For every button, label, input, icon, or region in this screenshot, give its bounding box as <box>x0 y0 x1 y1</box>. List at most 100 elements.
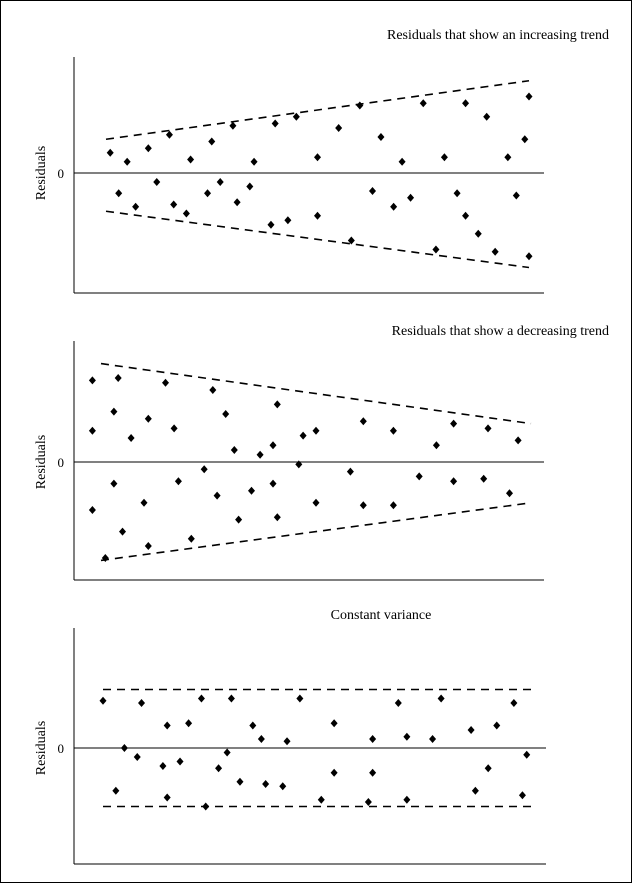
residual-point <box>273 513 281 522</box>
residual-point <box>88 426 96 435</box>
residual-point <box>185 719 193 728</box>
scatter-plot-svg: Residuals that show a decreasing trend 0R… <box>34 324 609 581</box>
residual-point <box>246 182 254 191</box>
residual-point <box>491 247 499 256</box>
residual-point <box>295 460 303 469</box>
residual-point <box>377 133 385 141</box>
residual-point <box>523 750 531 759</box>
residual-point <box>419 99 427 108</box>
residual-point <box>229 121 237 130</box>
residual-point <box>250 157 258 166</box>
residual-point <box>415 472 423 481</box>
residual-point <box>222 410 230 418</box>
residual-point <box>453 189 461 198</box>
residual-point <box>248 486 255 495</box>
residual-point <box>114 374 122 382</box>
residual-point <box>153 178 161 186</box>
residual-point <box>273 400 281 409</box>
residual-point <box>346 467 354 476</box>
residual-point <box>450 419 458 428</box>
residual-point <box>106 148 114 157</box>
residual-point <box>112 786 120 795</box>
upper-envelope-dashed-line <box>100 362 532 425</box>
residual-point <box>262 780 270 788</box>
residual-point <box>170 424 178 433</box>
residual-point <box>369 735 377 743</box>
residual-point <box>256 450 264 459</box>
chart-panel-increasing: Residuals that show an increasing trend 0… <box>1 1 631 296</box>
residual-point <box>514 436 522 445</box>
residual-point <box>267 220 275 229</box>
residual-point <box>484 424 492 433</box>
residual-point <box>213 491 221 500</box>
residual-point <box>330 719 338 728</box>
residual-point <box>187 155 195 164</box>
residual-point <box>317 795 325 804</box>
residual-point <box>296 694 304 703</box>
residual-point <box>359 417 367 426</box>
chart-title: Residuals that show an increasing trend <box>387 28 609 43</box>
residual-point <box>159 762 167 770</box>
zero-tick-label: 0 <box>58 455 65 470</box>
residual-point <box>170 200 178 209</box>
residual-point <box>227 694 235 703</box>
residual-point <box>144 542 152 550</box>
residual-point <box>279 782 287 791</box>
residual-point <box>176 757 184 766</box>
residual-point <box>314 153 321 162</box>
residual-point <box>330 768 338 777</box>
zero-tick-label: 0 <box>58 166 65 181</box>
residual-point <box>101 554 109 562</box>
residual-point <box>235 515 243 524</box>
residual-point <box>209 386 217 394</box>
residual-point <box>525 92 533 101</box>
residual-point <box>506 489 513 498</box>
y-axis-label: Residuals <box>34 435 49 489</box>
residual-point <box>140 498 148 507</box>
residual-point <box>429 735 437 743</box>
scatter-plot-svg: Constant variance 0 Residuals <box>34 608 546 865</box>
residual-point <box>525 252 533 261</box>
residual-point <box>99 696 107 705</box>
residual-point <box>197 694 205 703</box>
chart-title: Residuals that show a decreasing trend <box>392 324 609 339</box>
residual-point <box>299 431 307 440</box>
chart-panel-constant: Constant variance 0 Residuals <box>1 584 631 882</box>
residual-point <box>462 99 470 108</box>
residual-point <box>521 135 529 144</box>
residual-point <box>480 474 488 483</box>
residual-point <box>483 112 491 121</box>
residual-point <box>182 209 190 218</box>
residual-point <box>88 376 96 385</box>
residual-point <box>208 137 216 146</box>
upper-envelope-dashed-line <box>105 79 530 141</box>
residual-point <box>292 112 300 121</box>
residual-point <box>200 465 208 474</box>
residual-point <box>269 441 277 450</box>
residual-point <box>504 153 512 162</box>
residual-point <box>394 699 402 707</box>
residual-point <box>437 694 445 703</box>
residual-point <box>368 187 376 195</box>
residual-point <box>369 768 377 777</box>
residual-point <box>204 189 212 198</box>
residual-point <box>389 501 397 510</box>
residual-point <box>257 735 265 743</box>
residual-point <box>314 211 321 220</box>
residual-point <box>335 124 343 132</box>
residual-point <box>403 732 411 741</box>
chart-panel-decreasing: Residuals that show a decreasing trend 0 R… <box>1 293 631 588</box>
residual-point <box>390 202 398 211</box>
y-axis-label: Residuals <box>34 721 49 775</box>
residual-point <box>407 193 415 202</box>
residual-point <box>144 414 152 423</box>
residual-point <box>144 144 152 153</box>
residual-point <box>230 446 238 454</box>
residual-point <box>215 764 223 773</box>
residual-point <box>174 477 182 486</box>
residual-point <box>432 441 440 450</box>
residual-point <box>110 479 118 488</box>
residual-point <box>312 426 320 435</box>
residual-point <box>110 407 118 416</box>
residual-point <box>364 798 372 806</box>
